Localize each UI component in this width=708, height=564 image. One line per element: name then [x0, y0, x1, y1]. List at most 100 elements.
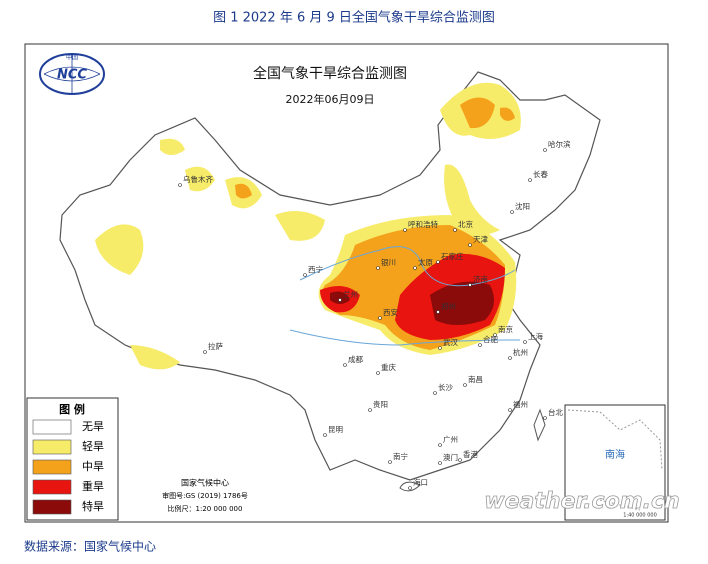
- city-dot: [378, 316, 382, 320]
- city-dot: [376, 371, 380, 375]
- city-label: 济南: [473, 274, 488, 284]
- inset: 南海 1:40 000 000: [564, 404, 666, 521]
- drought-zones: [95, 82, 521, 370]
- legend-label: 轻旱: [82, 439, 104, 453]
- city-label: 南昌: [468, 374, 483, 384]
- city-dot: [508, 356, 512, 360]
- city-dot: [478, 343, 482, 347]
- inset-scale: 1:40 000 000: [623, 513, 657, 519]
- city-label: 沈阳: [515, 201, 530, 211]
- city-label: 银川: [381, 258, 396, 267]
- city-label: 南宁: [393, 451, 408, 461]
- city-dot: [303, 273, 307, 277]
- legend-label: 中旱: [82, 460, 104, 473]
- city-dot: [413, 266, 417, 270]
- city-dot: [323, 433, 327, 437]
- city-label: 福州: [513, 400, 528, 409]
- city-label: 西安: [383, 307, 398, 317]
- city-dot: [438, 346, 442, 350]
- city-dot: [463, 383, 467, 387]
- city-dot: [203, 350, 207, 354]
- legend-swatch: [32, 499, 72, 515]
- legend-title: 图 例: [59, 402, 85, 416]
- legend-box: [26, 397, 119, 521]
- city-label: 武汉: [443, 337, 458, 347]
- city-label: 郑州: [441, 301, 456, 311]
- city-dot: [178, 183, 182, 187]
- city-dot: [403, 228, 407, 232]
- city-dot: [543, 416, 547, 420]
- city-dot: [508, 408, 512, 412]
- city-dot: [493, 333, 497, 337]
- city-label: 贵阳: [373, 399, 388, 409]
- city-label: 拉萨: [208, 341, 223, 351]
- logo: 中国 NCC: [39, 53, 105, 95]
- credit-line: 国家气候中心: [181, 478, 229, 488]
- logo-text: NCC: [57, 68, 87, 83]
- city-label: 天津: [473, 235, 488, 244]
- taiwan: [533, 408, 546, 442]
- legend-swatch: [32, 419, 72, 435]
- city-label: 重庆: [381, 362, 396, 372]
- city-dot: [388, 460, 392, 464]
- city-label: 北京: [458, 219, 473, 229]
- city-label: 澳门: [443, 452, 458, 462]
- city-label: 合肥: [483, 334, 498, 344]
- legend-swatch: [32, 459, 72, 475]
- city-dot: [438, 443, 442, 447]
- city-dot: [436, 260, 440, 264]
- legend-swatch: [32, 479, 72, 495]
- source: 数据来源：国家气候中心: [24, 539, 156, 554]
- watermark: weather.com.cn: [484, 489, 679, 514]
- city-label: 乌鲁木齐: [183, 174, 213, 184]
- city-label: 广州: [443, 434, 458, 444]
- city-label: 呼和浩特: [408, 219, 438, 229]
- city-label: 台北: [548, 407, 563, 417]
- city-dot: [510, 210, 514, 214]
- river: [299, 246, 516, 287]
- city-label: 上海: [528, 331, 543, 341]
- inset-label: 南海: [605, 448, 625, 461]
- city-dot: [408, 486, 412, 490]
- city-dot: [523, 340, 527, 344]
- city-label: 西宁: [308, 264, 323, 274]
- logo-top: 中国: [66, 54, 78, 62]
- legend-label: 无旱: [82, 420, 104, 433]
- city-label: 香港: [463, 449, 478, 459]
- legend-label: 重旱: [82, 479, 104, 493]
- city-label: 太原: [418, 257, 433, 267]
- city-dot: [468, 283, 472, 287]
- city-dot: [543, 148, 547, 152]
- city-label: 杭州: [513, 347, 528, 357]
- city-label: 南京: [498, 324, 513, 334]
- city-label: 昆明: [328, 425, 343, 434]
- inset-border: [567, 409, 663, 511]
- city-label: 兰州: [343, 289, 358, 299]
- city-label: 成都: [348, 354, 363, 364]
- city-dot: [338, 298, 342, 302]
- city-dot: [438, 461, 442, 465]
- city-dot: [368, 408, 372, 412]
- city-dot: [468, 243, 472, 247]
- city-dot: [376, 266, 380, 270]
- city-label: 海口: [413, 477, 428, 487]
- city-dot: [528, 178, 532, 182]
- city-dot: [343, 363, 347, 367]
- legend-swatch: [32, 439, 72, 455]
- city-label: 长沙: [438, 382, 453, 392]
- inset-frame: [564, 404, 666, 521]
- city-label: 哈尔滨: [548, 139, 571, 149]
- city-dot: [436, 310, 440, 314]
- city-label: 长春: [533, 169, 548, 179]
- river: [289, 329, 521, 346]
- map-date: 2022年06月09日: [286, 92, 375, 106]
- city-dot: [433, 391, 437, 395]
- map-title: 全国气象干旱综合监测图: [253, 65, 407, 82]
- credit-line: 比例尺：1:20 000 000: [168, 504, 243, 513]
- city-dot: [458, 458, 462, 462]
- city-label: 石家庄: [441, 251, 464, 261]
